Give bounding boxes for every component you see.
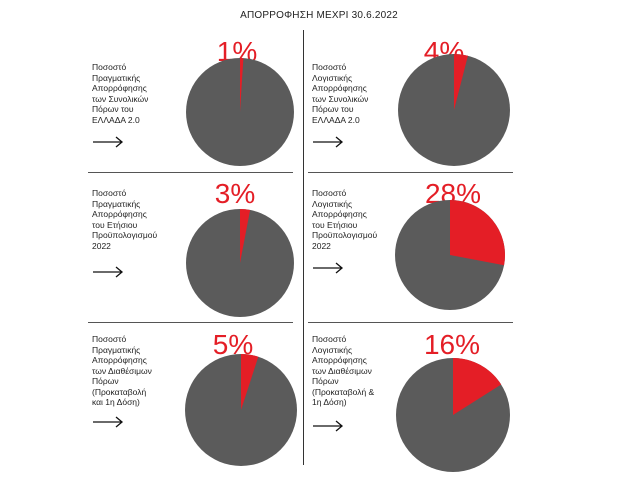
arrow-right-icon xyxy=(93,416,124,428)
pie-chart-6 xyxy=(396,358,510,472)
pie-chart-5 xyxy=(185,354,297,466)
pie-chart-4 xyxy=(395,200,505,310)
chart-panel-5: Ποσοστό Πραγματικής Απορρόφησης των Διαθ… xyxy=(92,334,307,474)
chart-label-2: Ποσοστό Λογιστικής Απορρόφησης των Συνολ… xyxy=(312,62,369,125)
chart-panel-3: Ποσοστό Πραγματικής Απορρόφησης του Ετήσ… xyxy=(92,188,307,328)
pie-slice-absorbed xyxy=(240,209,251,263)
row-divider-3 xyxy=(88,322,293,323)
chart-panel-4: Ποσοστό Λογιστικής Απορρόφησης του Ετήσι… xyxy=(312,188,527,328)
chart-label-1: Ποσοστό Πραγματικής Απορρόφησης των Συνο… xyxy=(92,62,149,125)
chart-label-6: Ποσοστό Λογιστικής Απορρόφησης των Διαθέ… xyxy=(312,334,375,407)
pie-chart-1 xyxy=(186,58,294,166)
chart-panel-6: Ποσοστό Λογιστικής Απορρόφησης των Διαθέ… xyxy=(312,334,527,474)
row-divider-2 xyxy=(308,172,513,173)
chart-panel-2: Ποσοστό Λογιστικής Απορρόφησης των Συνολ… xyxy=(312,62,527,202)
arrow-right-icon xyxy=(93,136,124,148)
pie-chart-2 xyxy=(398,54,510,166)
pie-slice-absorbed xyxy=(454,54,468,110)
chart-label-4: Ποσοστό Λογιστικής Απορρόφησης του Ετήσι… xyxy=(312,188,378,251)
percent-label-6: 16% xyxy=(423,329,481,360)
chart-label-5: Ποσοστό Πραγματικής Απορρόφησης των Διαθ… xyxy=(92,334,152,407)
arrow-right-icon xyxy=(93,266,124,278)
vertical-divider xyxy=(303,30,304,465)
arrow-right-icon xyxy=(313,136,344,148)
arrow-right-icon xyxy=(313,262,344,274)
pie-slice-absorbed xyxy=(240,58,244,112)
percent-label-3: 3% xyxy=(214,178,256,209)
chart-label-3: Ποσοστό Πραγματικής Απορρόφησης του Ετήσ… xyxy=(92,188,158,251)
pie-slice-absorbed xyxy=(450,200,505,266)
pie-chart-3 xyxy=(186,209,294,317)
arrow-right-icon xyxy=(313,420,344,432)
row-divider-4 xyxy=(308,322,513,323)
row-divider-1 xyxy=(88,172,293,173)
pie-slice-absorbed xyxy=(453,358,502,415)
page-title: ΑΠΟΡΡΟΦΗΣΗ ΜΕΧΡΙ 30.6.2022 xyxy=(240,10,398,21)
chart-panel-1: Ποσοστό Πραγματικής Απορρόφησης των Συνο… xyxy=(92,62,307,202)
pie-slice-absorbed xyxy=(241,354,259,410)
